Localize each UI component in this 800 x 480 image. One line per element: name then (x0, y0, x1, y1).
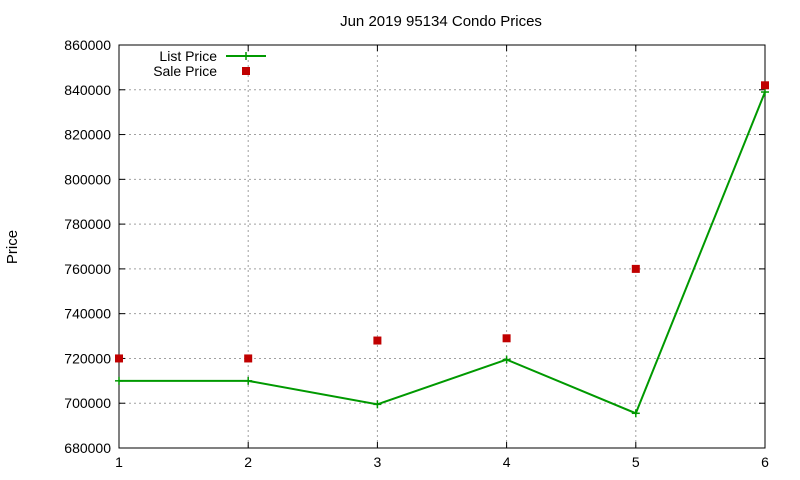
sale-price-point (115, 354, 123, 363)
sale-price-point (761, 81, 769, 90)
plot-frame (118, 44, 766, 449)
legend: List Price Sale Price (153, 48, 266, 79)
series (115, 81, 769, 418)
y-tick-label: 860000 (64, 37, 111, 53)
list-price-point (373, 400, 382, 409)
list-price-point (761, 88, 769, 97)
legend-marker-sale-price (242, 67, 250, 75)
y-tick-label: 780000 (64, 216, 111, 232)
y-tick-label: 720000 (64, 350, 111, 366)
sale-price-point (631, 264, 640, 273)
y-axis-label: Price (4, 230, 21, 264)
y-tick-label: 680000 (64, 440, 111, 456)
y-tick-label: 820000 (64, 127, 111, 143)
list-price-point (631, 409, 640, 418)
x-tick-label: 5 (632, 454, 640, 470)
legend-marker-list-price (242, 52, 250, 60)
x-tick-label: 3 (374, 454, 382, 470)
list-price-line (119, 91, 766, 415)
list-price-point (502, 355, 511, 364)
y-tick-label: 840000 (64, 82, 111, 98)
y-tick-label: 800000 (64, 171, 111, 187)
legend-label-sale-price: Sale Price (153, 63, 217, 79)
sale-price-point (502, 334, 511, 343)
y-tick-label: 740000 (64, 306, 111, 322)
x-tick-label: 4 (503, 454, 511, 470)
list-price-point (115, 376, 123, 385)
list-price-point (244, 376, 253, 385)
x-tick-label: 2 (244, 454, 252, 470)
y-tick-label: 700000 (64, 395, 111, 411)
sale-price-point (373, 336, 382, 345)
x-tick-label: 1 (115, 454, 123, 470)
grid (119, 45, 765, 448)
axis-ticks: 680000 700000 720000 740000 760000 780000 8000… (64, 37, 769, 470)
chart-title: Jun 2019 95134 Condo Prices (340, 13, 542, 30)
x-tick-label: 6 (761, 454, 769, 470)
legend-label-list-price: List Price (159, 48, 217, 64)
sale-price-point (244, 354, 253, 363)
y-tick-label: 760000 (64, 261, 111, 277)
